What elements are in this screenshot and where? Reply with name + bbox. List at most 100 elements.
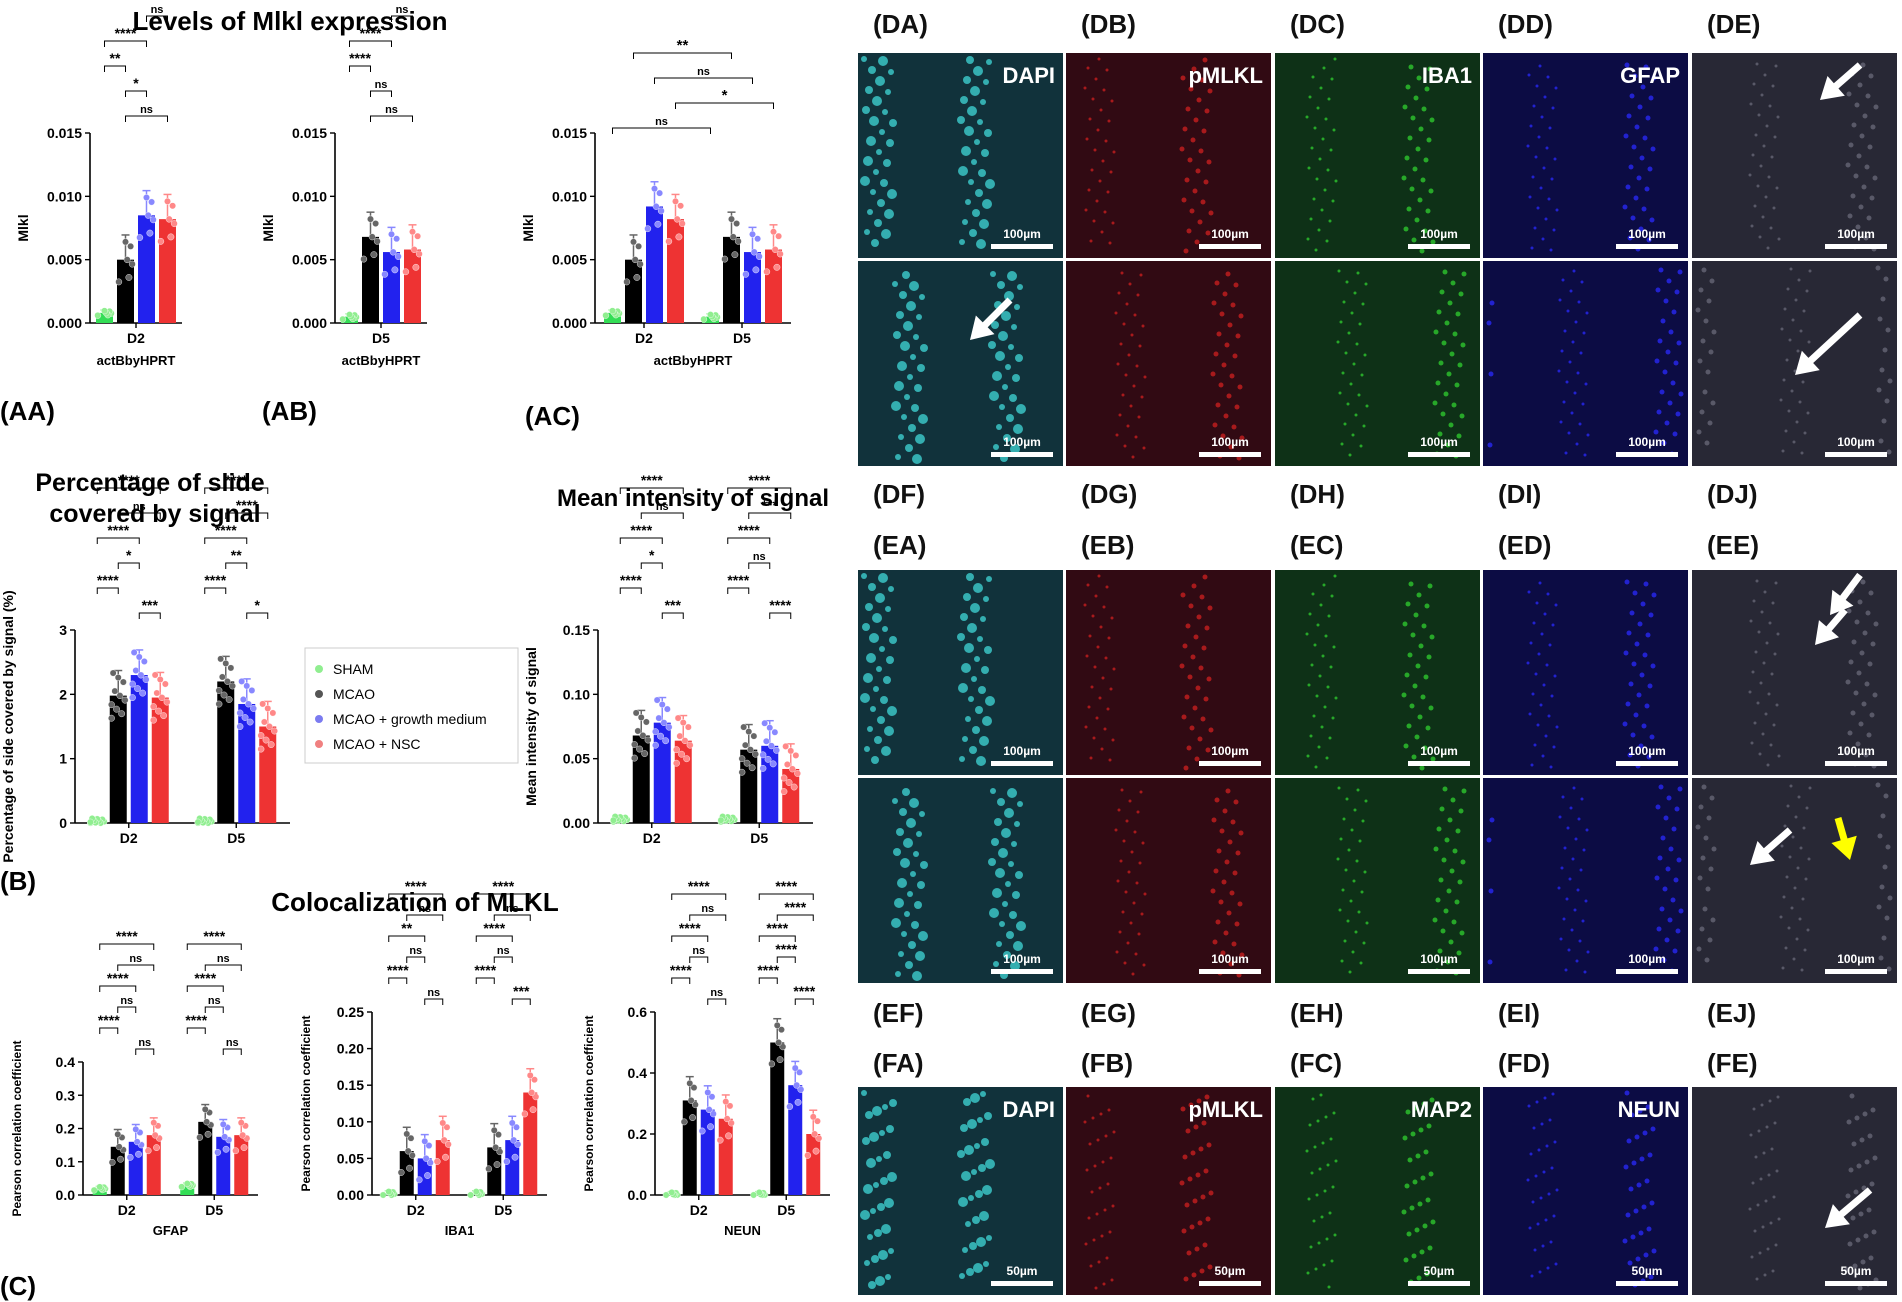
micrograph-speckle: [1204, 108, 1210, 114]
micrograph-speckle: [1709, 795, 1715, 801]
micrograph-speckle: [1630, 1234, 1636, 1240]
micrograph-speckle: [1443, 391, 1449, 397]
x-axis-label: IBA1: [445, 1223, 475, 1238]
micrograph-speckle: [1201, 645, 1207, 651]
micrograph-speckle: [876, 666, 882, 672]
micrograph-speckle: [1648, 95, 1654, 101]
micrograph-speckle: [1327, 614, 1331, 618]
arrow-head: [1795, 350, 1820, 375]
micrograph-speckle: [877, 1203, 885, 1211]
micrograph-speckle: [1111, 1204, 1115, 1208]
micrograph-speckle: [1088, 634, 1092, 638]
micrograph-speckle: [1194, 239, 1200, 245]
micrograph-speckle: [988, 858, 996, 866]
micrograph-speckle: [1104, 1134, 1108, 1138]
micrograph-speckle: [1878, 438, 1884, 444]
significance-label: ****: [107, 970, 129, 986]
micrograph-speckle: [1529, 641, 1533, 645]
data-point: [156, 676, 164, 683]
micrograph-grid: (DA) (DB) (DC) (DD) (DE)DAPI100µmpMLKL100µmI…: [858, 9, 1897, 1295]
micrograph-speckle: [1085, 137, 1089, 141]
micrograph-speckle: [1859, 1137, 1865, 1143]
significance-bracket: [135, 1048, 155, 1055]
micrograph-tile: [858, 53, 1063, 258]
micrograph-speckle: [1754, 650, 1758, 654]
micrograph-speckle: [1333, 574, 1337, 578]
micrograph-speckle: [1860, 62, 1866, 68]
micrograph-speckle: [1569, 806, 1573, 810]
micrograph-speckle: [903, 321, 913, 331]
micrograph-speckle: [1429, 117, 1435, 123]
bar: [362, 236, 379, 323]
micrograph-speckle: [1534, 1174, 1538, 1178]
micrograph-speckle: [1196, 97, 1202, 103]
micrograph-speckle: [1538, 1270, 1542, 1274]
micrograph-speckle: [1450, 797, 1456, 803]
micrograph-speckle: [867, 209, 873, 215]
micrograph-speckle: [1555, 1188, 1559, 1192]
micrograph-speckle: [1807, 340, 1811, 344]
panel-letter: (FD): [1498, 1048, 1550, 1078]
micrograph-speckle: [1142, 963, 1146, 967]
scale-bar: [1616, 244, 1678, 249]
micrograph-speckle: [1767, 692, 1771, 696]
micrograph-speckle: [1645, 632, 1651, 638]
significance-label: ****: [474, 962, 496, 978]
micrograph-speckle: [1845, 679, 1851, 685]
micrograph-speckle: [1672, 431, 1678, 437]
panel-letter: (DJ): [1707, 479, 1758, 509]
micrograph-speckle: [1313, 126, 1317, 130]
y-axis-label: Pearson correlation coefficient: [10, 1040, 24, 1216]
significance-label: ns: [418, 903, 431, 915]
micrograph-speckle: [1792, 440, 1796, 444]
micrograph-speckle: [1626, 1138, 1632, 1144]
micrograph-speckle: [1756, 184, 1760, 188]
micrograph-speckle: [919, 811, 925, 817]
micrograph-speckle: [1017, 284, 1023, 290]
micrograph-speckle: [1412, 1179, 1418, 1185]
micrograph-speckle: [1663, 815, 1669, 821]
micrograph-speckle: [1315, 694, 1319, 698]
data-point: [528, 1089, 536, 1096]
scale-bar: [1199, 244, 1261, 249]
micrograph-speckle: [1139, 790, 1143, 794]
data-point: [424, 1172, 431, 1179]
micrograph-speckle: [1426, 654, 1432, 660]
significance-bracket: [117, 1006, 137, 1013]
significance-bracket: [388, 977, 408, 984]
micrograph-speckle: [974, 656, 980, 662]
micrograph-speckle: [869, 116, 879, 126]
data-point: [257, 732, 265, 739]
chart-aa: 0.0000.0050.0100.015MlklD2actBbyHPRT****…: [15, 4, 182, 368]
micrograph-speckle: [1698, 804, 1704, 810]
micrograph-speckle: [958, 166, 968, 176]
micrograph-speckle: [1858, 204, 1864, 210]
micrograph-speckle: [1706, 298, 1712, 304]
micrograph-speckle: [1549, 248, 1553, 252]
section-title-mlkl-expression: Levels of Mlkl expression: [132, 6, 447, 36]
micrograph-speckle: [1850, 1215, 1856, 1221]
micrograph-speckle: [1637, 621, 1643, 627]
micrograph-speckle: [959, 756, 965, 762]
data-point: [775, 1039, 783, 1046]
data-point: [388, 230, 395, 238]
micrograph-speckle: [1527, 1104, 1531, 1108]
micrograph-speckle: [1126, 941, 1130, 945]
data-point: [678, 750, 685, 758]
data-point: [796, 1068, 803, 1076]
micrograph-speckle: [1531, 692, 1535, 696]
x-tick-label: D2: [127, 330, 145, 346]
data-point: [222, 1145, 230, 1153]
data-point: [373, 237, 381, 245]
micrograph-speckle: [961, 663, 971, 673]
micrograph-signal-wash: [1692, 570, 1897, 775]
micrograph-speckle: [1884, 398, 1890, 404]
micrograph-speckle: [1417, 1201, 1423, 1207]
significance-bracket: [104, 65, 126, 72]
micrograph-speckle: [1567, 948, 1571, 952]
micrograph-speckle: [1089, 756, 1093, 760]
micrograph-speckle: [870, 706, 876, 712]
micrograph-speckle: [871, 239, 879, 247]
bar: [702, 316, 719, 323]
data-point: [381, 270, 389, 278]
